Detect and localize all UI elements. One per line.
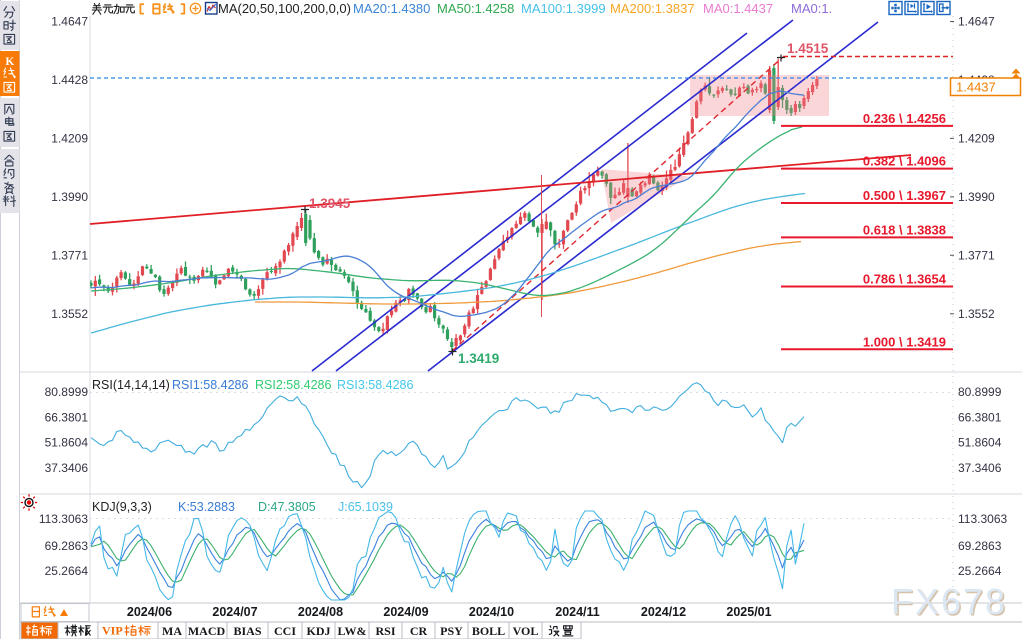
svg-text:RSI: RSI: [375, 624, 395, 638]
svg-text:66.3801: 66.3801: [958, 410, 1002, 424]
svg-text:2025/01: 2025/01: [726, 605, 771, 619]
svg-text:0.500 \ 1.3967: 0.500 \ 1.3967: [863, 188, 946, 203]
svg-text:K: K: [5, 56, 14, 68]
svg-text:1.3945: 1.3945: [309, 196, 351, 211]
svg-text:51.8604: 51.8604: [45, 436, 89, 450]
svg-text:FX678: FX678: [891, 581, 1007, 622]
svg-text:66.3801: 66.3801: [45, 410, 89, 424]
svg-text:2024/10: 2024/10: [469, 605, 514, 619]
svg-text:1.3552: 1.3552: [958, 307, 995, 321]
svg-text:RSI1:58.4286: RSI1:58.4286: [172, 378, 248, 392]
svg-text:1.4647: 1.4647: [958, 15, 995, 29]
svg-text:1.3771: 1.3771: [958, 248, 995, 262]
svg-text:69.2863: 69.2863: [958, 539, 1002, 553]
svg-text:1.4437: 1.4437: [956, 80, 996, 95]
svg-text:2024/11: 2024/11: [555, 605, 600, 619]
svg-text:LW&: LW&: [338, 624, 367, 638]
svg-text:D:47.3805: D:47.3805: [258, 500, 316, 514]
svg-text:37.3406: 37.3406: [45, 461, 89, 475]
svg-text:113.3063: 113.3063: [39, 512, 88, 526]
svg-text:0.236 \ 1.4256: 0.236 \ 1.4256: [863, 111, 946, 126]
svg-text:37.3406: 37.3406: [958, 461, 1002, 475]
svg-text:1.4209: 1.4209: [958, 131, 995, 145]
svg-text:MA100:1.3999: MA100:1.3999: [521, 1, 606, 16]
svg-text:PSY: PSY: [440, 624, 463, 638]
svg-text:0.786 \ 1.3654: 0.786 \ 1.3654: [863, 272, 947, 287]
svg-text:MA: MA: [162, 624, 182, 638]
svg-text:BIAS: BIAS: [233, 624, 261, 638]
svg-text:1.4209: 1.4209: [51, 131, 88, 145]
svg-text:113.3063: 113.3063: [958, 512, 1007, 526]
svg-text:25.2664: 25.2664: [45, 564, 89, 578]
svg-text:MA0:1.: MA0:1.: [791, 1, 832, 16]
svg-text:J:65.1039: J:65.1039: [338, 500, 393, 514]
svg-text:VOL: VOL: [513, 624, 539, 638]
svg-text:1.3990: 1.3990: [958, 190, 995, 204]
svg-text:80.8999: 80.8999: [45, 385, 89, 399]
svg-text:2024/09: 2024/09: [383, 605, 428, 619]
svg-text:2024/12: 2024/12: [641, 605, 686, 619]
svg-text:69.2863: 69.2863: [45, 539, 89, 553]
svg-text:KDJ: KDJ: [307, 624, 331, 638]
svg-text:MA0:1.4437: MA0:1.4437: [703, 1, 773, 16]
svg-text:2024/07: 2024/07: [212, 605, 257, 619]
svg-text:RSI(14,14,14): RSI(14,14,14): [92, 378, 170, 392]
svg-text:RSI3:58.4286: RSI3:58.4286: [337, 378, 413, 392]
svg-text:CCI: CCI: [274, 624, 296, 638]
svg-text:RSI2:58.4286: RSI2:58.4286: [255, 378, 331, 392]
svg-text:2024/08: 2024/08: [298, 605, 343, 619]
svg-text:MACD: MACD: [188, 624, 226, 638]
svg-text:25.2664: 25.2664: [958, 564, 1002, 578]
svg-text:51.8604: 51.8604: [958, 436, 1002, 450]
svg-text:FX678: FX678: [893, 583, 1009, 624]
svg-text:1.4515: 1.4515: [787, 41, 829, 56]
svg-text:MA50:1.4258: MA50:1.4258: [437, 1, 514, 16]
svg-text:CR: CR: [410, 624, 428, 638]
svg-text:MA200:1.3837: MA200:1.3837: [610, 1, 695, 16]
svg-text:1.4647: 1.4647: [51, 15, 88, 29]
svg-text:BOLL: BOLL: [472, 624, 505, 638]
svg-text:MA20:1.4380: MA20:1.4380: [353, 1, 430, 16]
svg-text:0.618 \ 1.3838: 0.618 \ 1.3838: [863, 222, 946, 237]
svg-text:K:53.2883: K:53.2883: [178, 500, 235, 514]
svg-text:1.3419: 1.3419: [458, 351, 499, 366]
svg-text:VIP: VIP: [102, 624, 123, 638]
svg-text:MA(20,50,100,200,0,0): MA(20,50,100,200,0,0): [218, 1, 351, 16]
svg-text:0.382 \ 1.4096: 0.382 \ 1.4096: [863, 154, 946, 169]
svg-text:1.000 \ 1.3419: 1.000 \ 1.3419: [863, 334, 946, 349]
svg-text:KDJ(9,3,3): KDJ(9,3,3): [92, 500, 152, 514]
svg-text:1.3990: 1.3990: [51, 190, 88, 204]
svg-text:1.3552: 1.3552: [51, 307, 88, 321]
svg-text:2024/06: 2024/06: [127, 605, 172, 619]
svg-text:1.4428: 1.4428: [51, 73, 88, 87]
svg-text:80.8999: 80.8999: [958, 385, 1002, 399]
svg-text:1.3771: 1.3771: [51, 248, 88, 262]
